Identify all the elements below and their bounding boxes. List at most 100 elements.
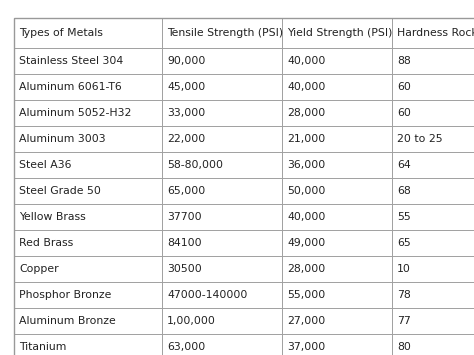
Bar bbox=[14, 308, 162, 334]
Bar bbox=[14, 204, 162, 230]
Text: 33,000: 33,000 bbox=[167, 108, 205, 118]
Text: 78: 78 bbox=[397, 290, 411, 300]
Text: 40,000: 40,000 bbox=[287, 212, 325, 222]
Text: Aluminum 3003: Aluminum 3003 bbox=[19, 134, 106, 144]
Bar bbox=[282, 256, 392, 282]
Text: 45,000: 45,000 bbox=[167, 82, 205, 92]
Text: Tensile Strength (PSI): Tensile Strength (PSI) bbox=[167, 28, 283, 38]
Text: Copper: Copper bbox=[19, 264, 59, 274]
Text: Yield Strength (PSI): Yield Strength (PSI) bbox=[287, 28, 392, 38]
Text: Aluminum 6061-T6: Aluminum 6061-T6 bbox=[19, 82, 122, 92]
Bar bbox=[162, 282, 282, 308]
Text: 40,000: 40,000 bbox=[287, 56, 325, 66]
Text: Stainless Steel 304: Stainless Steel 304 bbox=[19, 56, 123, 66]
Bar bbox=[282, 178, 392, 204]
Text: 49,000: 49,000 bbox=[287, 238, 325, 248]
Text: 55,000: 55,000 bbox=[287, 290, 325, 300]
Text: 37,000: 37,000 bbox=[287, 342, 325, 352]
Text: 55: 55 bbox=[397, 212, 411, 222]
Bar bbox=[162, 334, 282, 355]
Bar bbox=[14, 18, 162, 48]
Text: 28,000: 28,000 bbox=[287, 264, 325, 274]
Bar bbox=[392, 152, 474, 178]
Bar bbox=[392, 308, 474, 334]
Text: 60: 60 bbox=[397, 82, 411, 92]
Bar bbox=[14, 282, 162, 308]
Text: 27,000: 27,000 bbox=[287, 316, 325, 326]
Bar bbox=[392, 282, 474, 308]
Bar bbox=[392, 230, 474, 256]
Bar bbox=[282, 308, 392, 334]
Text: 22,000: 22,000 bbox=[167, 134, 205, 144]
Bar bbox=[14, 126, 162, 152]
Bar bbox=[392, 334, 474, 355]
Bar bbox=[162, 204, 282, 230]
Text: 65,000: 65,000 bbox=[167, 186, 205, 196]
Bar bbox=[14, 74, 162, 100]
Bar bbox=[282, 204, 392, 230]
Bar bbox=[282, 126, 392, 152]
Text: 28,000: 28,000 bbox=[287, 108, 325, 118]
Bar bbox=[14, 48, 162, 74]
Text: Hardness Rockwell: Hardness Rockwell bbox=[397, 28, 474, 38]
Bar bbox=[282, 100, 392, 126]
Bar bbox=[162, 100, 282, 126]
Bar bbox=[392, 126, 474, 152]
Bar bbox=[162, 48, 282, 74]
Bar bbox=[282, 152, 392, 178]
Text: Types of Metals: Types of Metals bbox=[19, 28, 103, 38]
Bar bbox=[282, 282, 392, 308]
Bar bbox=[14, 100, 162, 126]
Text: 60: 60 bbox=[397, 108, 411, 118]
Text: Steel Grade 50: Steel Grade 50 bbox=[19, 186, 101, 196]
Bar bbox=[282, 18, 392, 48]
Bar bbox=[162, 152, 282, 178]
Text: Red Brass: Red Brass bbox=[19, 238, 73, 248]
Bar bbox=[162, 74, 282, 100]
Bar bbox=[14, 334, 162, 355]
Text: 10: 10 bbox=[397, 264, 411, 274]
Bar bbox=[392, 100, 474, 126]
Text: 58-80,000: 58-80,000 bbox=[167, 160, 223, 170]
Text: 90,000: 90,000 bbox=[167, 56, 205, 66]
Text: 20 to 25: 20 to 25 bbox=[397, 134, 443, 144]
Text: 77: 77 bbox=[397, 316, 411, 326]
Text: 50,000: 50,000 bbox=[287, 186, 325, 196]
Bar bbox=[282, 74, 392, 100]
Text: 68: 68 bbox=[397, 186, 411, 196]
Bar bbox=[282, 230, 392, 256]
Bar bbox=[14, 152, 162, 178]
Text: Phosphor Bronze: Phosphor Bronze bbox=[19, 290, 111, 300]
Text: 37700: 37700 bbox=[167, 212, 201, 222]
Text: 84100: 84100 bbox=[167, 238, 201, 248]
Bar bbox=[392, 74, 474, 100]
Bar bbox=[282, 334, 392, 355]
Text: Yellow Brass: Yellow Brass bbox=[19, 212, 86, 222]
Bar bbox=[162, 126, 282, 152]
Bar bbox=[162, 308, 282, 334]
Text: Aluminum Bronze: Aluminum Bronze bbox=[19, 316, 116, 326]
Bar bbox=[392, 18, 474, 48]
Text: 36,000: 36,000 bbox=[287, 160, 325, 170]
Bar bbox=[14, 256, 162, 282]
Bar bbox=[162, 230, 282, 256]
Bar bbox=[14, 230, 162, 256]
Bar bbox=[392, 204, 474, 230]
Text: 65: 65 bbox=[397, 238, 411, 248]
Text: Steel A36: Steel A36 bbox=[19, 160, 72, 170]
Text: 40,000: 40,000 bbox=[287, 82, 325, 92]
Text: 64: 64 bbox=[397, 160, 411, 170]
Text: Aluminum 5052-H32: Aluminum 5052-H32 bbox=[19, 108, 131, 118]
Text: Titanium: Titanium bbox=[19, 342, 66, 352]
Bar bbox=[162, 178, 282, 204]
Text: 63,000: 63,000 bbox=[167, 342, 205, 352]
Bar bbox=[162, 256, 282, 282]
Bar bbox=[14, 178, 162, 204]
Text: 88: 88 bbox=[397, 56, 411, 66]
Text: 21,000: 21,000 bbox=[287, 134, 325, 144]
Bar bbox=[162, 18, 282, 48]
Bar bbox=[392, 256, 474, 282]
Text: 80: 80 bbox=[397, 342, 411, 352]
Bar bbox=[392, 48, 474, 74]
Bar bbox=[282, 48, 392, 74]
